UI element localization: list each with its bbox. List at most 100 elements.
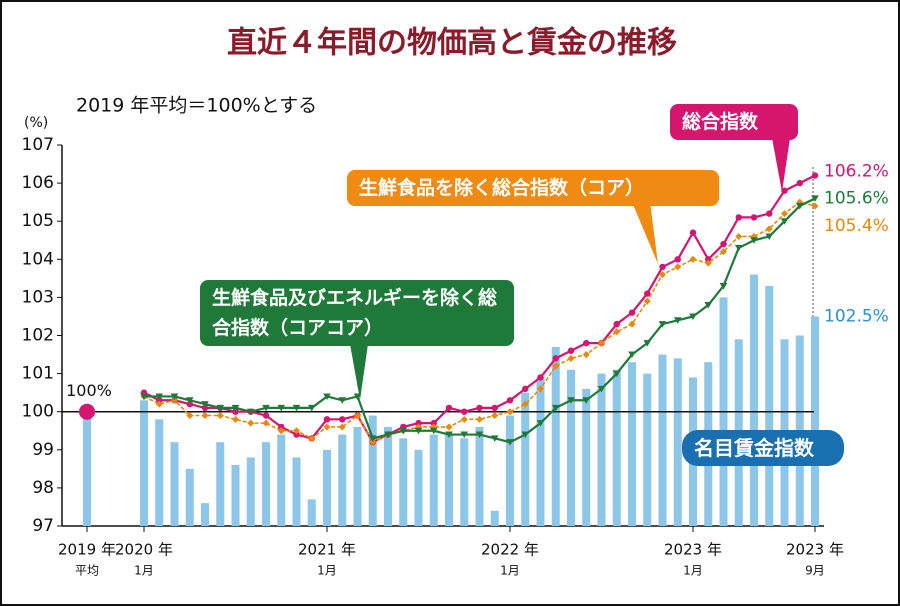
marker xyxy=(445,431,453,439)
marker xyxy=(247,419,255,427)
marker xyxy=(674,263,682,271)
marker xyxy=(201,404,209,412)
bar xyxy=(338,434,347,526)
value-label: 105.6% xyxy=(824,188,889,208)
marker xyxy=(186,412,194,420)
marker xyxy=(750,214,758,221)
bar xyxy=(262,442,270,526)
marker xyxy=(780,218,789,225)
marker xyxy=(155,400,163,408)
marker xyxy=(704,259,712,267)
marker xyxy=(582,351,590,359)
bar xyxy=(307,499,316,526)
marker xyxy=(735,232,743,240)
marker xyxy=(674,256,681,263)
marker xyxy=(170,393,179,400)
marker xyxy=(750,237,758,244)
x-tick-sublabel: 1月 xyxy=(500,564,520,578)
marker xyxy=(583,339,590,347)
marker xyxy=(522,385,529,393)
bar xyxy=(201,503,209,526)
bar xyxy=(750,274,758,526)
marker xyxy=(705,256,712,263)
bar xyxy=(506,415,514,526)
bar xyxy=(414,449,423,526)
marker xyxy=(339,416,346,423)
marker xyxy=(201,412,209,420)
marker xyxy=(262,419,270,427)
marker xyxy=(231,404,240,412)
marker xyxy=(552,362,560,370)
marker xyxy=(232,415,239,423)
marker xyxy=(476,404,483,412)
bar xyxy=(612,369,621,526)
bar xyxy=(460,438,469,526)
marker xyxy=(766,210,773,217)
marker xyxy=(689,255,697,263)
marker xyxy=(476,415,483,423)
marker xyxy=(597,385,606,393)
marker xyxy=(293,431,300,438)
legend-pointer xyxy=(350,344,368,400)
y-tick-label: 105 xyxy=(22,211,54,231)
marker xyxy=(461,408,468,415)
marker xyxy=(537,385,544,393)
marker xyxy=(612,370,621,378)
marker xyxy=(277,404,286,412)
bar xyxy=(475,426,484,526)
x-tick-sublabel: 9月 xyxy=(805,564,825,578)
marker xyxy=(811,202,819,210)
marker xyxy=(765,225,773,233)
marker xyxy=(323,393,331,400)
x-tick-label: 2022 年 xyxy=(481,541,539,559)
bar xyxy=(292,457,301,526)
marker xyxy=(491,404,498,412)
marker xyxy=(552,355,559,362)
y-axis-label: (%) xyxy=(24,115,48,131)
marker xyxy=(521,431,530,439)
marker xyxy=(781,187,788,194)
marker xyxy=(734,244,743,252)
marker xyxy=(720,240,727,248)
bar xyxy=(323,449,331,526)
marker xyxy=(323,416,331,423)
bar xyxy=(429,434,438,526)
value-label: 102.5% xyxy=(824,306,889,326)
marker xyxy=(673,317,682,324)
x-tick-label: 2023 年 xyxy=(786,541,844,559)
marker xyxy=(491,412,499,420)
bar xyxy=(673,358,682,526)
marker xyxy=(658,321,667,328)
marker xyxy=(415,419,422,427)
marker xyxy=(171,396,178,404)
marker xyxy=(292,404,301,412)
marker xyxy=(781,210,788,218)
marker xyxy=(811,172,819,179)
marker xyxy=(399,427,408,435)
bar xyxy=(445,434,453,526)
marker xyxy=(307,404,316,412)
marker xyxy=(719,282,728,290)
y-tick-label: 102 xyxy=(22,326,54,346)
marker xyxy=(338,397,347,404)
marker xyxy=(201,401,209,408)
marker xyxy=(628,351,636,359)
bar xyxy=(628,362,636,526)
bar xyxy=(231,465,240,526)
marker xyxy=(308,434,316,442)
line xyxy=(143,201,816,444)
legend-label: 生鮮食品を除く総合指数（コア） xyxy=(347,170,719,206)
marker xyxy=(689,313,697,320)
marker xyxy=(262,404,270,412)
marker xyxy=(644,290,651,297)
marker xyxy=(536,420,545,427)
marker xyxy=(567,397,575,404)
bar xyxy=(155,419,164,526)
x-tick-label: 2019 年 xyxy=(58,541,116,559)
legend-label: 総合指数 xyxy=(670,104,798,140)
value-label: 105.4% xyxy=(824,216,889,236)
marker xyxy=(537,374,544,381)
marker xyxy=(735,214,742,221)
marker xyxy=(140,393,148,400)
